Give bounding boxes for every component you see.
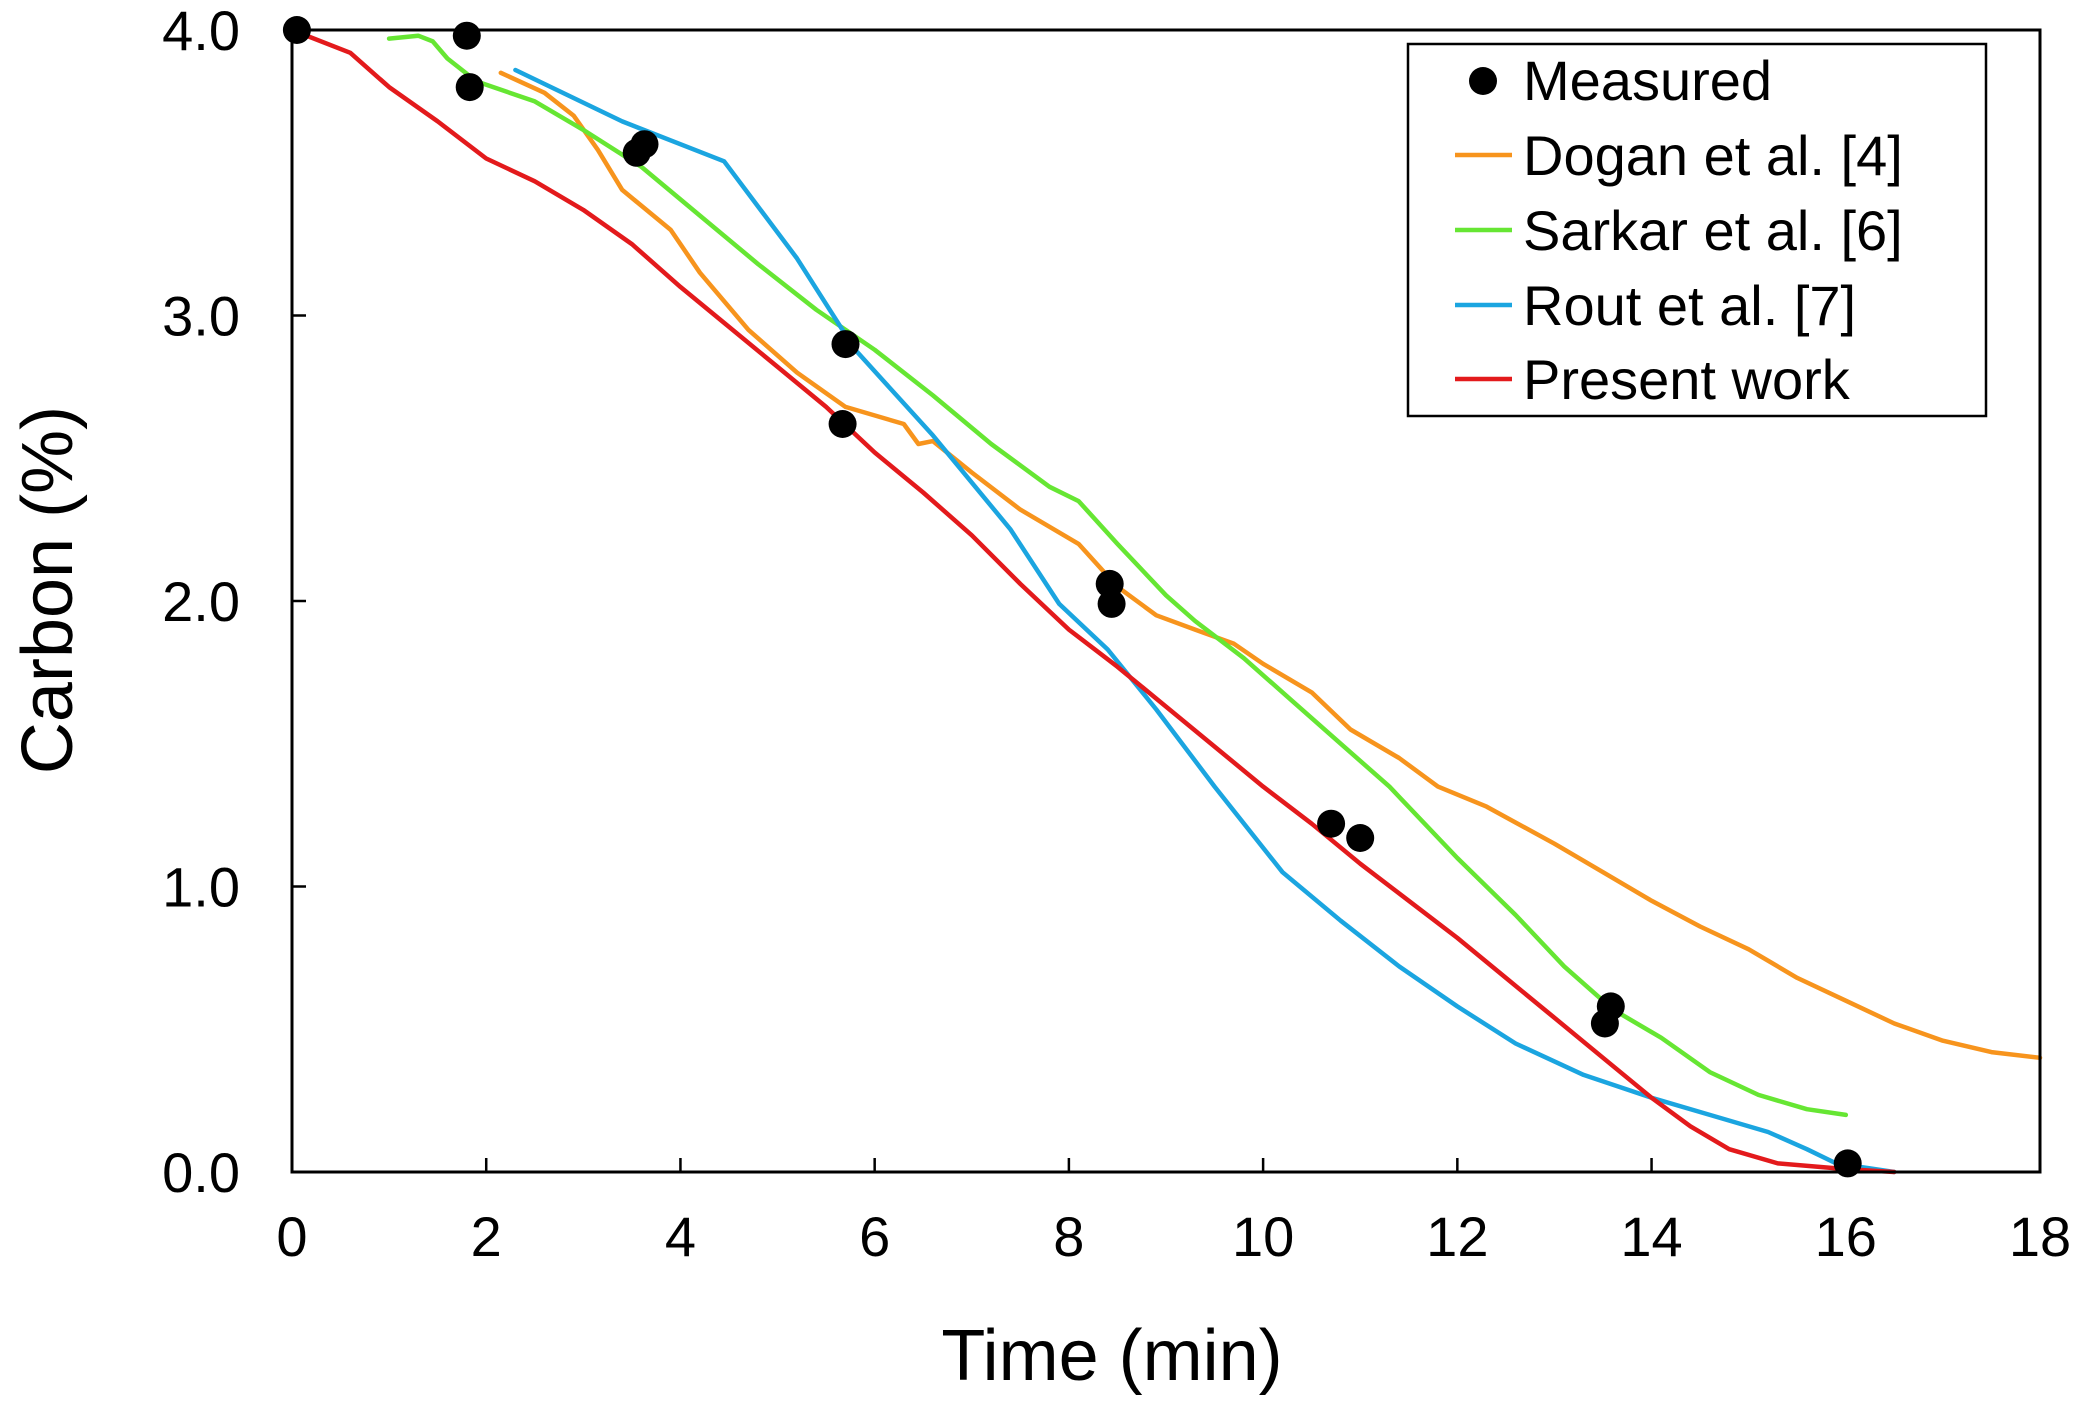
series-line-dogan-et-al-4 — [498, 70, 2043, 1061]
legend: Measured Dogan et al. [4] Sarkar et al. … — [1406, 42, 1988, 418]
y-tick-label: 4.0 — [162, 0, 240, 62]
y-tick-label: 1.0 — [162, 856, 240, 919]
legend-label-present-work: Present work — [1523, 348, 1851, 411]
measured-point — [1833, 1149, 1862, 1178]
x-tick-label: 2 — [471, 1205, 502, 1268]
measured-points — [282, 16, 1862, 1178]
x-tick-label: 8 — [1053, 1205, 1084, 1268]
measured-point — [1346, 824, 1375, 852]
measured-point — [452, 21, 481, 50]
legend-label-dogan: Dogan et al. [4] — [1523, 124, 1903, 187]
series-lines — [289, 27, 2043, 1175]
x-tick-label: 18 — [2009, 1205, 2071, 1268]
legend-marker-measured — [1469, 67, 1497, 95]
measured-point — [1317, 809, 1346, 838]
measured-point — [1097, 589, 1126, 618]
measured-point — [455, 73, 484, 102]
y-tick-label: 2.0 — [162, 570, 240, 633]
axis-ticks: 0 2 4 6 8 10 12 14 16 18 0.0 1.0 2.0 3.0 4.0 — [162, 0, 2071, 1268]
x-tick-label: 16 — [1815, 1205, 1877, 1268]
x-tick-label: 10 — [1232, 1205, 1294, 1268]
x-tick-label: 12 — [1426, 1205, 1488, 1268]
measured-point — [1590, 1009, 1619, 1038]
x-tick-label: 14 — [1620, 1205, 1682, 1268]
x-tick-label: 4 — [665, 1205, 696, 1268]
series-line-rout-et-al-7 — [513, 67, 1897, 1175]
y-tick-label: 3.0 — [162, 285, 240, 348]
legend-label-measured: Measured — [1523, 49, 1772, 112]
measured-point — [828, 410, 857, 438]
y-axis-title: Carbon (%) — [8, 406, 88, 774]
y-tick-label: 0.0 — [162, 1141, 240, 1204]
measured-point — [831, 330, 860, 359]
series-line-present-work — [289, 27, 1897, 1175]
x-tick-label: 6 — [859, 1205, 890, 1268]
x-tick-label: 0 — [276, 1205, 307, 1268]
x-axis-title: Time (min) — [941, 1316, 1282, 1396]
measured-point — [630, 130, 659, 159]
legend-label-rout: Rout et al. [7] — [1523, 274, 1856, 337]
legend-label-sarkar: Sarkar et al. [6] — [1523, 199, 1903, 262]
